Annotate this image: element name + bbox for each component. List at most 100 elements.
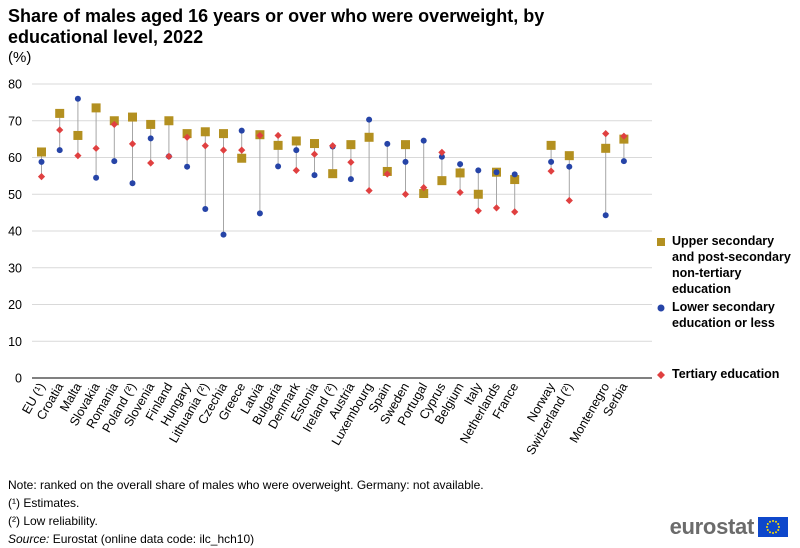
- tertiary-point: [329, 142, 337, 150]
- lower-secondary-point: [220, 231, 227, 238]
- tertiary-point: [238, 146, 246, 154]
- tertiary-point: [401, 190, 410, 198]
- lower-secondary-point: [347, 176, 354, 183]
- tertiary-point: [347, 158, 355, 166]
- tertiary-point: [310, 150, 319, 158]
- lower-secondary-point: [184, 163, 191, 170]
- tertiary-point: [274, 131, 282, 140]
- tertiary-point: [128, 140, 137, 148]
- upper-secondary-point: [37, 147, 46, 157]
- upper-secondary-point: [473, 189, 483, 199]
- upper-secondary-point: [364, 132, 374, 142]
- upper-secondary-point: [401, 140, 410, 150]
- lower-secondary-point: [384, 140, 391, 147]
- upper-secondary-point: [455, 168, 465, 178]
- eurostat-logo: eurostat: [670, 514, 788, 540]
- upper-secondary-point: [291, 136, 301, 146]
- upper-secondary-point: [146, 119, 156, 129]
- lower-secondary-point: [620, 158, 627, 165]
- lower-secondary-point: [256, 210, 263, 217]
- legend-label: Lower secondary education or less: [672, 300, 775, 330]
- tertiary-point: [365, 186, 373, 195]
- upper-secondary-point: [310, 139, 319, 149]
- lower-secondary-point: [457, 161, 464, 168]
- tertiary-point: [511, 208, 519, 216]
- legend-label: Upper secondary and post-secondary non-t…: [672, 234, 791, 296]
- logo-text: eurostat: [669, 514, 755, 539]
- lower-secondary-point: [566, 163, 573, 170]
- tertiary-point: [602, 130, 610, 138]
- upper-secondary-point: [109, 116, 119, 126]
- tertiary-point: [56, 126, 64, 134]
- upper-secondary-point: [219, 129, 228, 139]
- tertiary-point: [37, 173, 46, 181]
- legend-item-tertiary: Tertiary education: [657, 366, 796, 382]
- tertiary-point: [492, 204, 501, 212]
- lower-secondary-point: [511, 171, 518, 178]
- lower-secondary-point: [493, 169, 500, 176]
- y-tick-label: 20: [8, 298, 22, 312]
- upper-secondary-point: [273, 140, 283, 150]
- tertiary-point: [547, 167, 555, 175]
- y-tick-label: 10: [8, 335, 22, 349]
- footnote-low-reliability: (²) Low reliability.: [8, 514, 98, 528]
- lower-secondary-point: [402, 158, 409, 165]
- y-tick-label: 50: [8, 188, 22, 202]
- upper-secondary-point: [601, 143, 611, 153]
- tertiary-point: [438, 148, 446, 156]
- tertiary-point: [74, 152, 82, 160]
- diamond-marker-icon: [657, 371, 665, 379]
- upper-secondary-point: [546, 140, 556, 150]
- note-text: Note: ranked on the overall share of mal…: [8, 478, 484, 492]
- upper-secondary-point: [564, 151, 574, 161]
- lower-secondary-point: [293, 147, 300, 154]
- upper-secondary-point: [182, 129, 192, 139]
- tertiary-point: [456, 188, 464, 197]
- upper-secondary-point: [328, 169, 338, 179]
- lower-secondary-point: [238, 127, 245, 134]
- upper-secondary-point: [419, 189, 429, 199]
- tertiary-point: [147, 159, 155, 167]
- lower-secondary-point: [475, 167, 482, 174]
- eu-flag-icon: [758, 517, 788, 537]
- y-tick-label: 30: [8, 261, 22, 275]
- upper-secondary-point: [91, 103, 101, 113]
- lower-secondary-point: [147, 135, 154, 142]
- lower-secondary-point: [275, 163, 282, 170]
- notes: Note: ranked on the overall share of mal…: [8, 476, 484, 548]
- upper-secondary-point: [346, 140, 356, 150]
- lower-secondary-point: [420, 137, 427, 144]
- lower-secondary-point: [129, 180, 136, 187]
- tertiary-point: [565, 196, 573, 205]
- lower-secondary-point: [311, 172, 318, 179]
- tertiary-point: [620, 132, 628, 140]
- lower-secondary-point: [56, 147, 63, 154]
- circle-marker-icon: [657, 304, 665, 312]
- legend-label: Tertiary education: [672, 367, 780, 381]
- y-tick-label: 70: [8, 114, 22, 128]
- upper-secondary-point: [437, 176, 447, 186]
- tertiary-point: [420, 184, 428, 192]
- source-text: Eurostat (online data code: ilc_hch10): [49, 532, 255, 546]
- source-line: Source: Eurostat (online data code: ilc_…: [8, 530, 484, 548]
- upper-secondary-point: [200, 127, 210, 137]
- legend-item-upper-secondary: Upper secondary and post-secondary non-t…: [657, 233, 796, 297]
- tertiary-point: [292, 166, 300, 174]
- tertiary-point: [92, 144, 100, 152]
- upper-secondary-point: [128, 112, 137, 122]
- lower-secondary-point: [38, 158, 45, 165]
- tertiary-point: [201, 142, 209, 150]
- lower-secondary-point: [202, 205, 209, 212]
- square-marker-icon: [657, 238, 665, 246]
- tertiary-point: [165, 152, 173, 160]
- lower-secondary-point: [74, 95, 81, 102]
- source-label: Source:: [8, 532, 50, 546]
- chart-title: Share of males aged 16 years or over who…: [8, 6, 545, 47]
- tertiary-point: [474, 207, 482, 215]
- upper-secondary-point: [73, 130, 83, 140]
- lower-secondary-point: [548, 158, 555, 165]
- tertiary-point: [183, 133, 191, 141]
- upper-secondary-point: [237, 153, 247, 163]
- footnote-estimates: (¹) Estimates.: [8, 496, 80, 510]
